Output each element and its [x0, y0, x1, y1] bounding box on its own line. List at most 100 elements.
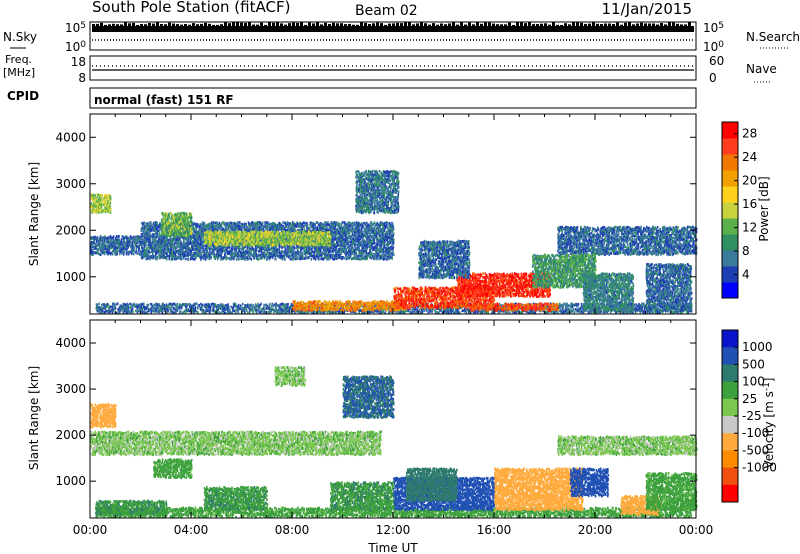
heatmap-cell — [544, 307, 546, 310]
nsky-spike — [572, 22, 575, 26]
heatmap-cell — [486, 280, 488, 283]
heatmap-cell — [537, 289, 539, 292]
heatmap-cell — [497, 285, 499, 288]
heatmap-cell — [635, 309, 637, 312]
heatmap-cell — [358, 306, 360, 309]
heatmap-cell — [143, 311, 145, 314]
heatmap-cell — [250, 304, 252, 307]
heatmap-cell — [326, 301, 328, 304]
nsky-spike — [500, 24, 503, 26]
nsky-spike — [620, 25, 623, 26]
heatmap-cell — [427, 303, 429, 306]
heatmap-cell — [273, 308, 275, 311]
heatmap-cell — [98, 303, 100, 306]
heatmap-cell — [208, 308, 210, 311]
nsky-spike — [248, 23, 251, 27]
nsky-series — [92, 26, 694, 32]
nsky-spike — [132, 23, 135, 26]
heatmap-cell — [328, 301, 330, 304]
nsky-spike — [156, 22, 159, 26]
heatmap-cell — [569, 308, 571, 311]
heatmap-cell — [348, 309, 350, 312]
heatmap-cell — [387, 308, 389, 311]
heatmap-cell — [440, 287, 442, 290]
heatmap-cell — [521, 304, 523, 307]
heatmap-cell — [557, 309, 559, 312]
nsky-spike — [448, 23, 451, 26]
nsky-spike — [252, 25, 255, 27]
heatmap-cell — [240, 306, 242, 309]
heatmap-cell — [110, 252, 112, 255]
nsky-spike — [240, 23, 243, 26]
nsky-spike — [628, 22, 631, 26]
heatmap-cell — [516, 294, 518, 297]
heatmap-cell — [428, 294, 430, 297]
nsky-spike — [324, 23, 327, 26]
nsky-spike — [144, 24, 147, 26]
nsky-spike — [596, 24, 599, 26]
heatmap-cell — [526, 273, 528, 276]
nsky-spike — [652, 24, 655, 27]
heatmap-cell — [238, 304, 240, 307]
heatmap-cell — [302, 311, 304, 314]
heatmap-cell — [523, 304, 525, 307]
nsky-spike — [432, 23, 435, 26]
heatmap-cell — [521, 283, 523, 286]
heatmap-cell — [491, 277, 493, 280]
nsky-spike — [684, 24, 687, 26]
heatmap-cell — [110, 306, 112, 309]
heatmap-cell — [377, 301, 379, 304]
nsky-spike — [568, 24, 571, 26]
nsky-spike — [336, 23, 339, 26]
freq-bottom-tick: 8 — [78, 71, 86, 85]
heatmap-cell — [400, 287, 402, 290]
nsky-spike — [172, 24, 175, 26]
heatmap-cell — [478, 274, 480, 277]
heatmap-cell — [308, 306, 310, 309]
heatmap-cell — [227, 303, 229, 306]
heatmap-cell — [395, 289, 397, 292]
nsky-spike — [244, 23, 247, 26]
heatmap-cell — [643, 303, 645, 306]
heatmap-cell — [544, 295, 546, 298]
heatmap-cell — [197, 311, 199, 314]
heatmap-cell — [211, 303, 213, 306]
heatmap-cell — [379, 308, 381, 311]
heatmap-cell — [510, 273, 512, 276]
heatmap-cell — [478, 298, 480, 301]
nsky-spike — [292, 23, 295, 26]
heatmap-cell — [186, 303, 188, 306]
nsky-spike — [488, 23, 491, 26]
heatmap-cell — [116, 253, 118, 256]
heatmap-cell — [301, 304, 303, 307]
heatmap-cell — [494, 299, 496, 302]
heatmap-cell — [300, 301, 302, 304]
nsky-spike — [404, 23, 407, 27]
nsky-spike — [380, 23, 383, 26]
heatmap-cell — [563, 303, 565, 306]
heatmap-cell — [521, 306, 523, 309]
heatmap-cell — [482, 272, 484, 275]
heatmap-cell — [213, 303, 215, 306]
nsky-spike — [116, 24, 119, 26]
heatmap-cell — [535, 306, 537, 309]
nsky-spike — [396, 23, 399, 26]
heatmap-cell — [398, 291, 400, 294]
nsky-spike — [260, 23, 263, 26]
heatmap-cell — [129, 306, 131, 309]
nsky-spike — [680, 24, 683, 26]
heatmap-cell — [124, 251, 126, 254]
heatmap-cell — [578, 303, 580, 306]
nsky-spike — [256, 25, 259, 26]
heatmap-cell — [436, 299, 438, 302]
heatmap-cell — [407, 287, 409, 290]
nsky-spike — [168, 23, 171, 26]
heatmap-cell — [188, 303, 190, 306]
heatmap-cell — [510, 282, 512, 285]
heatmap-cell — [459, 283, 461, 286]
heatmap-cell — [632, 311, 634, 314]
nsky-spike — [388, 24, 391, 26]
freq-top-tick: 18 — [71, 55, 86, 69]
heatmap-cell — [448, 305, 450, 308]
nsky-spike — [392, 23, 395, 26]
